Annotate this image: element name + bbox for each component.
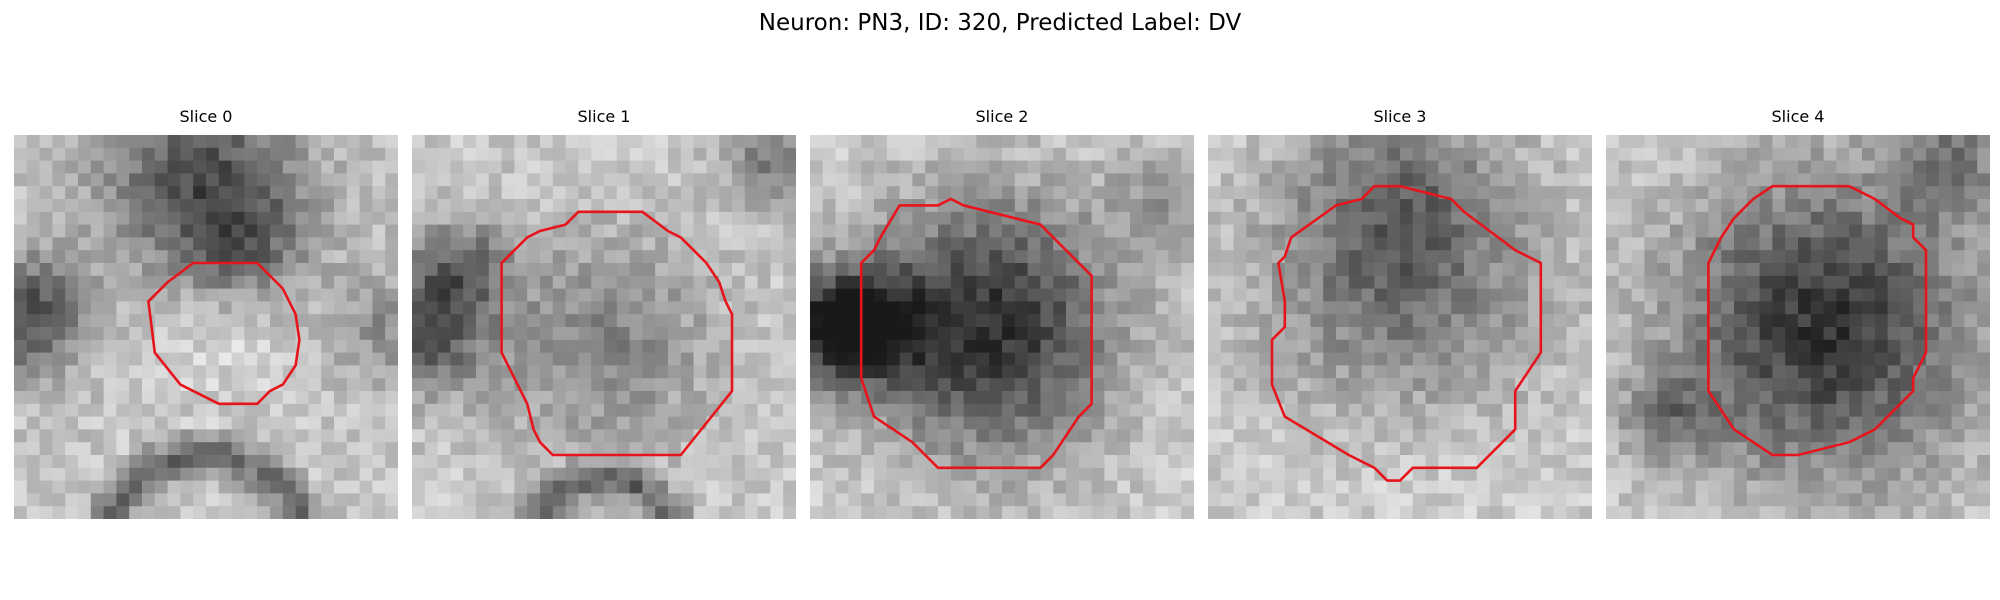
segmentation-contour-2 xyxy=(859,197,1093,470)
slice-image-3 xyxy=(1208,135,1592,519)
micrograph-pixels xyxy=(1606,135,1990,519)
segmentation-contour-0 xyxy=(147,261,301,406)
figure-title: Neuron: PN3, ID: 320, Predicted Label: D… xyxy=(758,10,1242,36)
slice-image-1 xyxy=(412,135,796,519)
slice-image-2 xyxy=(810,135,1194,519)
slice-title-2: Slice 2 xyxy=(975,107,1029,126)
micrograph-pixels xyxy=(810,135,1194,519)
slice-title-3: Slice 3 xyxy=(1373,107,1427,126)
micrograph-pixels xyxy=(14,135,398,519)
segmentation-contour-1 xyxy=(500,210,734,457)
micrograph-pixels xyxy=(412,135,796,519)
slice-title-1: Slice 1 xyxy=(577,107,631,126)
segmentation-contour-3 xyxy=(1270,184,1543,482)
slice-image-0 xyxy=(14,135,398,519)
slice-title-0: Slice 0 xyxy=(179,107,233,126)
micrograph-pixels xyxy=(1208,135,1592,519)
segmentation-contour-4 xyxy=(1707,184,1928,457)
slice-image-4 xyxy=(1606,135,1990,519)
slice-title-4: Slice 4 xyxy=(1771,107,1825,126)
